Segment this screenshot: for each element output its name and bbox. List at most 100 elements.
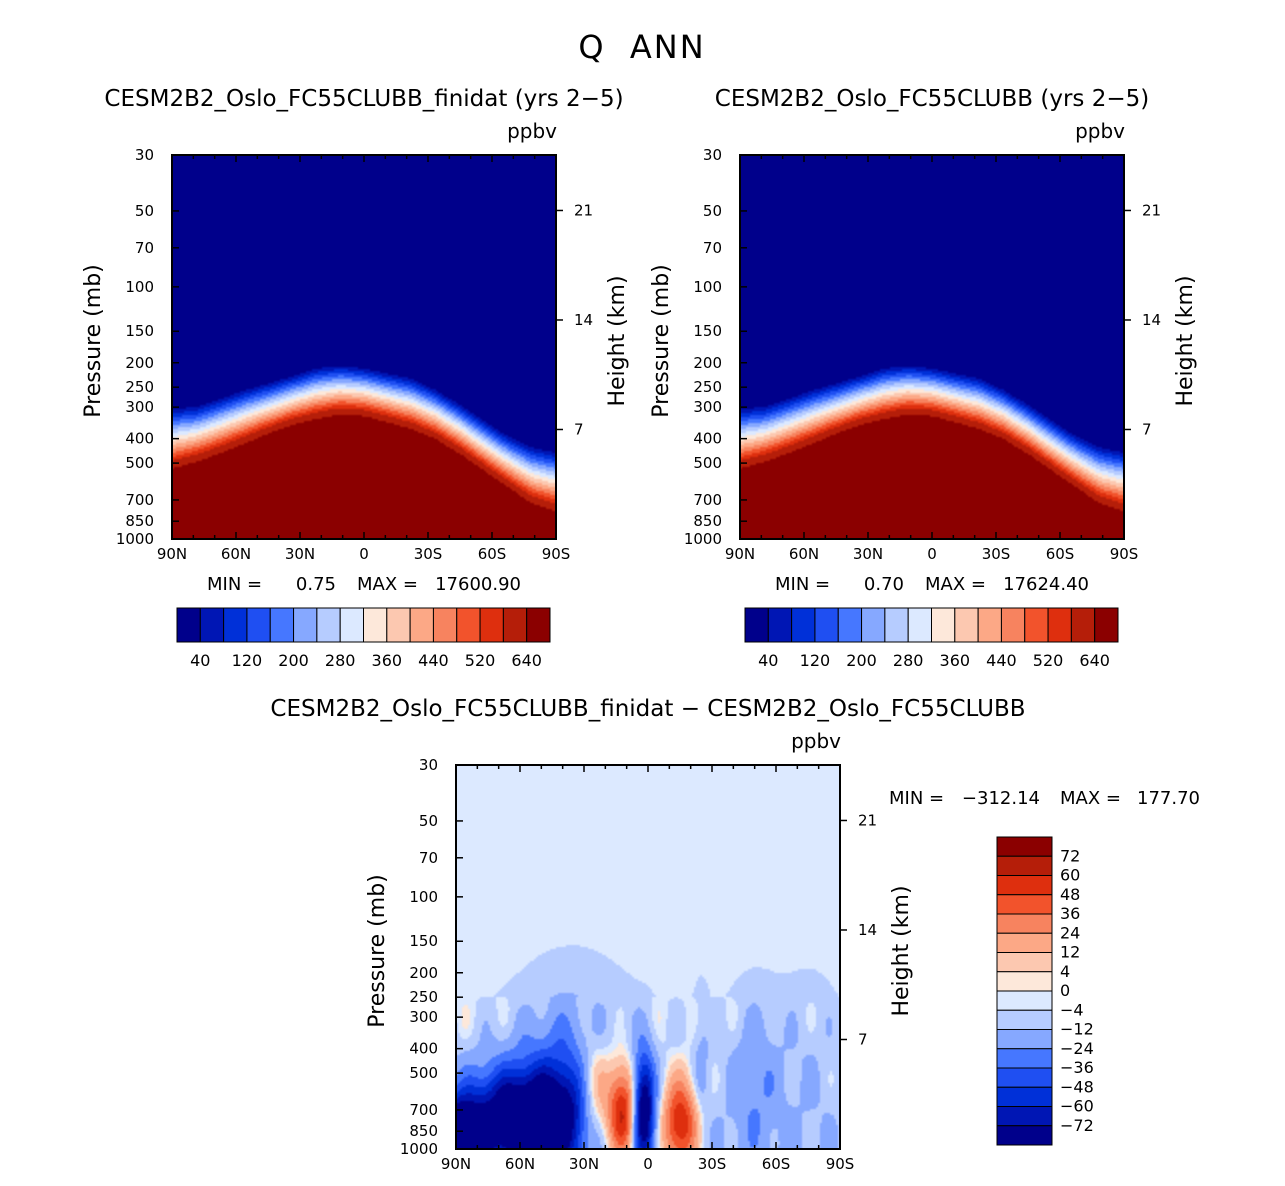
panel-left-y-tick-label: 200 xyxy=(125,354,154,372)
panel-left-colorbar-box xyxy=(409,607,434,643)
panel-diff-colorbar-box xyxy=(996,855,1053,876)
panel-left-y2-tick-label: 21 xyxy=(574,201,593,219)
panel-right-colorbar-box xyxy=(837,607,863,643)
panel-left-x-tick-label: 60S xyxy=(478,545,507,563)
panel-diff-colorbar-box xyxy=(996,1106,1053,1127)
panel-right-colorbar-box xyxy=(791,607,816,643)
panel-diff-colorbar-box xyxy=(996,932,1053,953)
panel-diff-colorbar-label: 72 xyxy=(1060,846,1080,865)
panel-right-y-tick-label: 70 xyxy=(703,239,722,257)
panel-right-colorbar-label: 440 xyxy=(986,651,1017,670)
panel-diff-colorbar-label: −48 xyxy=(1060,1077,1094,1096)
panel-left-min-label: MIN = xyxy=(207,574,262,595)
panel-right-colorbar-box xyxy=(931,607,956,643)
panel-right-axes: 90N 60N 30N 0 30S 60S 90S 30 50 70 100 150 200 250 300… xyxy=(649,146,1198,563)
panel-right-colorbar-box xyxy=(1000,607,1026,643)
panel-diff-y2-tick-label: 14 xyxy=(858,921,877,939)
panel-left-y-tick-label: 50 xyxy=(135,202,154,220)
panel-left-y-tick-label: 100 xyxy=(125,278,154,296)
panel-right-colorbar-label: 640 xyxy=(1079,651,1110,670)
panel-diff-y-tick-label: 30 xyxy=(419,756,438,774)
panel-left-colorbar-box xyxy=(269,607,295,643)
panel-left-colorbar-label: 120 xyxy=(232,651,263,670)
panel-diff-colorbar-label: 4 xyxy=(1060,962,1070,981)
panel-diff-y-tick-label: 70 xyxy=(419,849,438,867)
panel-diff-colorbar-box xyxy=(996,1125,1053,1146)
panel-diff-colorbar-box xyxy=(996,952,1053,973)
panel-right-colorbar-box xyxy=(907,607,932,643)
panel-right: CESM2B2_Oslo_FC55CLUBB (yrs 2−5) ppbv 90… xyxy=(649,86,1198,670)
panel-diff-y-tick-label: 100 xyxy=(409,888,438,906)
panel-diff-min-value: −312.14 xyxy=(962,788,1040,809)
panel-diff-field xyxy=(456,765,840,1149)
panel-diff-y-tick-label: 1000 xyxy=(400,1140,438,1158)
panel-left-colorbar-box xyxy=(432,607,458,643)
panel-diff-colorbar-box xyxy=(996,990,1053,1011)
panel-left-field xyxy=(172,155,556,539)
panel-diff-colorbar-label: −4 xyxy=(1060,1000,1084,1019)
panel-left-y2-tick-label: 7 xyxy=(574,420,584,438)
panel-diff-colorbar-box xyxy=(996,1048,1053,1069)
panel-right-colorbar-label: 520 xyxy=(1033,651,1064,670)
panel-diff-y-tick-label: 300 xyxy=(409,1008,438,1026)
panel-right-title: CESM2B2_Oslo_FC55CLUBB (yrs 2−5) xyxy=(715,86,1149,112)
panel-right-x-tick-label: 30N xyxy=(853,545,883,563)
panel-diff-units: ppbv xyxy=(791,729,841,753)
panel-right-x-tick-label: 0 xyxy=(927,545,937,563)
panel-right-max-value: 17624.40 xyxy=(1003,574,1089,595)
panel-diff-x-tick-label: 60N xyxy=(505,1155,535,1173)
panel-left-min-value: 0.75 xyxy=(296,574,336,595)
panel-diff-x-tick-label: 30S xyxy=(698,1155,727,1173)
panel-right-colorbar-box xyxy=(977,607,1002,643)
panel-right-y2-tick-label: 14 xyxy=(1142,311,1161,329)
panel-diff-y2-axis-label: Height (km) xyxy=(889,885,914,1016)
panel-diff-colorbar-box xyxy=(996,1067,1053,1088)
panel-right-min-label: MIN = xyxy=(775,574,830,595)
figure-title: Q ANN xyxy=(578,28,705,66)
panel-diff-colorbar-box xyxy=(996,913,1053,934)
panel-right-colorbar-box xyxy=(1070,607,1096,643)
panel-right-max-label: MAX = xyxy=(925,574,986,595)
panel-right-y-tick-label: 500 xyxy=(693,454,722,472)
panel-right-y-tick-label: 700 xyxy=(693,491,722,509)
panel-left-colorbar-label: 440 xyxy=(418,651,449,670)
panel-left-colorbar-label: 280 xyxy=(325,651,356,670)
panel-right-y-tick-label: 1000 xyxy=(684,530,722,548)
panel-left-y2-tick-label: 14 xyxy=(574,311,593,329)
panel-right-y2-axis-label: Height (km) xyxy=(1173,275,1198,406)
panel-right-colorbar-label: 280 xyxy=(893,651,924,670)
panel-diff-colorbar-box xyxy=(996,1086,1053,1107)
panel-left-colorbar-label: 520 xyxy=(465,651,496,670)
panel-left-y-axis-label: Pressure (mb) xyxy=(81,264,106,418)
panel-left-title: CESM2B2_Oslo_FC55CLUBB_finidat (yrs 2−5) xyxy=(104,86,623,112)
panel-diff-y2-tick-label: 21 xyxy=(858,811,877,829)
panel-diff-x-tick-label: 90S xyxy=(826,1155,855,1173)
panel-left-units: ppbv xyxy=(507,119,557,143)
panel-right-field xyxy=(740,155,1124,539)
panel-diff-title: CESM2B2_Oslo_FC55CLUBB_finidat − CESM2B2… xyxy=(270,696,1025,722)
panel-diff-colorbar-label: 36 xyxy=(1060,904,1080,923)
panel-right-colorbar-box xyxy=(1047,607,1072,643)
panel-right-y-tick-label: 300 xyxy=(693,398,722,416)
panel-left-x-tick-label: 90N xyxy=(157,545,187,563)
panel-diff-colorbar-box xyxy=(996,875,1053,896)
panel-diff-y-tick-label: 50 xyxy=(419,812,438,830)
panel-right-x-tick-label: 90N xyxy=(725,545,755,563)
panel-left-colorbar-box xyxy=(293,607,318,643)
panel-right-y-tick-label: 250 xyxy=(693,378,722,396)
panel-diff-min-label: MIN = xyxy=(889,788,944,809)
panel-diff-colorbar-box xyxy=(996,1009,1053,1030)
panel-left-x-tick-label: 30N xyxy=(285,545,315,563)
panel-left-y-tick-label: 400 xyxy=(125,430,154,448)
panel-left-y-tick-label: 250 xyxy=(125,378,154,396)
panel-right-min-value: 0.70 xyxy=(864,574,904,595)
panel-left-y-tick-label: 300 xyxy=(125,398,154,416)
panel-right-x-tick-label: 60N xyxy=(789,545,819,563)
panel-right-y2-tick-label: 7 xyxy=(1142,420,1152,438)
panel-right-y-axis-label: Pressure (mb) xyxy=(649,264,674,418)
panel-diff-y-tick-label: 400 xyxy=(409,1040,438,1058)
panel-left-colorbar-box xyxy=(526,607,551,643)
panel-diff-colorbar-label: −60 xyxy=(1060,1097,1094,1116)
panel-diff-colorbar-label: −12 xyxy=(1060,1020,1094,1039)
